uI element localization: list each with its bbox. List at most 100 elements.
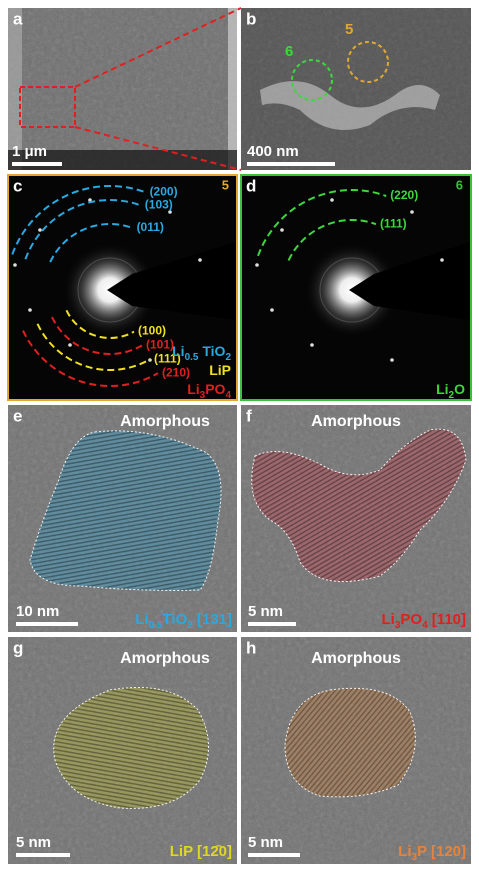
edge-strip bbox=[228, 8, 237, 170]
panel-letter: e bbox=[13, 406, 22, 425]
particle bbox=[260, 81, 440, 130]
marker-label: 6 bbox=[285, 43, 293, 60]
marker-circle bbox=[291, 59, 333, 101]
beam-stopper bbox=[107, 242, 236, 320]
scale-label: 5 nm bbox=[16, 834, 51, 851]
texture bbox=[8, 8, 237, 170]
formula-part: Li bbox=[187, 381, 199, 397]
spot bbox=[440, 258, 444, 262]
scale-bar bbox=[247, 162, 335, 166]
formula-part: 4 bbox=[422, 620, 428, 631]
spot bbox=[28, 308, 32, 312]
crystal-outline bbox=[251, 428, 467, 582]
ring-arc bbox=[24, 199, 142, 260]
ring-arc bbox=[36, 323, 151, 371]
ring-arc bbox=[22, 330, 159, 387]
formula-part: LiP [12̄0] bbox=[170, 843, 232, 860]
spot bbox=[198, 258, 202, 262]
spot bbox=[168, 210, 172, 214]
formula-part: 2 bbox=[225, 352, 231, 363]
ring-arc bbox=[65, 309, 135, 339]
panel-letter: c bbox=[13, 176, 22, 195]
marker-circle bbox=[347, 41, 389, 83]
amorphous-label: Amorphous bbox=[311, 650, 401, 667]
scale-bar bbox=[16, 622, 78, 626]
ring-label: (210) bbox=[162, 365, 190, 379]
ring-arc bbox=[11, 185, 146, 255]
spot bbox=[68, 343, 72, 347]
crystal-outline bbox=[53, 687, 209, 809]
formula-part: Li bbox=[172, 343, 184, 359]
zoom-box bbox=[19, 86, 76, 128]
formula-part: LiP bbox=[209, 362, 231, 378]
formula-part: [131] bbox=[193, 611, 232, 628]
panel-letter: g bbox=[13, 638, 23, 657]
crystal-fringes bbox=[251, 429, 466, 582]
formula-part: [110] bbox=[428, 611, 466, 628]
legend-entry: Li3PO4 bbox=[187, 381, 231, 401]
legend-entry: Li0.5 TiO2 bbox=[172, 343, 231, 363]
spot bbox=[310, 343, 314, 347]
scale-label: 1 μm bbox=[12, 143, 47, 160]
phase-label: LiP [12̄0] bbox=[170, 843, 232, 860]
crystal-outline bbox=[29, 430, 222, 591]
scale-bar bbox=[248, 622, 296, 626]
spot bbox=[330, 198, 334, 202]
spot bbox=[88, 198, 92, 202]
ring-label: (111) bbox=[154, 351, 181, 365]
scale-label: 400 nm bbox=[247, 143, 299, 160]
zoom-line bbox=[74, 126, 242, 171]
formula-part: 0.5 bbox=[185, 352, 199, 363]
spot bbox=[280, 228, 284, 232]
scale-bar bbox=[248, 853, 300, 857]
formula-part: TiO bbox=[163, 611, 188, 628]
phase-label: Li3PO4 [110] bbox=[381, 611, 466, 631]
formula-part: TiO bbox=[198, 343, 225, 359]
spot bbox=[13, 263, 17, 267]
zone-label: 6 bbox=[456, 177, 463, 192]
crystal-fringes bbox=[30, 430, 222, 591]
spot bbox=[38, 228, 42, 232]
panel-letter: a bbox=[13, 9, 23, 28]
ring-arc bbox=[257, 189, 387, 257]
phase-label: Li3P [120] bbox=[398, 843, 466, 863]
legend-entry: LiP bbox=[209, 362, 231, 378]
amorphous-label: Amorphous bbox=[120, 650, 210, 667]
bottom-dark bbox=[8, 150, 237, 170]
formula-part: 3 bbox=[200, 390, 206, 401]
spot bbox=[390, 358, 394, 362]
formula-part: 3 bbox=[412, 852, 418, 863]
formula-part: 4 bbox=[225, 390, 231, 401]
panel-letter: f bbox=[246, 406, 252, 425]
ring-arc bbox=[287, 219, 377, 261]
formula-part: Li bbox=[381, 611, 394, 628]
scale-label: 10 nm bbox=[16, 603, 59, 620]
formula-part: 2 bbox=[187, 620, 193, 631]
spot bbox=[255, 263, 259, 267]
formula-part: 0.5 bbox=[149, 620, 163, 631]
formula-part: 3 bbox=[395, 620, 401, 631]
formula-part: PO bbox=[400, 611, 422, 628]
ring-label: (011) bbox=[137, 220, 164, 234]
amorphous-label: Amorphous bbox=[120, 413, 210, 430]
ring-label: (200) bbox=[150, 184, 178, 198]
crystal-outline bbox=[284, 687, 416, 798]
formula-part: Li bbox=[135, 611, 148, 628]
phase-label: Li0.5TiO2 [131] bbox=[135, 611, 232, 631]
ring-arc bbox=[49, 223, 133, 263]
panel-letter: h bbox=[246, 638, 256, 657]
beam-stopper bbox=[349, 242, 470, 320]
ring-label: (103) bbox=[145, 198, 173, 212]
crystal-fringes bbox=[53, 687, 209, 809]
formula-part: O bbox=[454, 381, 465, 397]
zoom-line bbox=[74, 7, 242, 88]
crystal-fringes bbox=[285, 688, 416, 797]
formula-part: 2 bbox=[449, 390, 455, 401]
panel-letter: b bbox=[246, 9, 256, 28]
zone-label: 5 bbox=[222, 177, 229, 192]
marker-label: 5 bbox=[345, 21, 353, 38]
amorphous-label: Amorphous bbox=[311, 413, 401, 430]
ring-label: (220) bbox=[390, 188, 418, 202]
formula-part: Li bbox=[436, 381, 448, 397]
